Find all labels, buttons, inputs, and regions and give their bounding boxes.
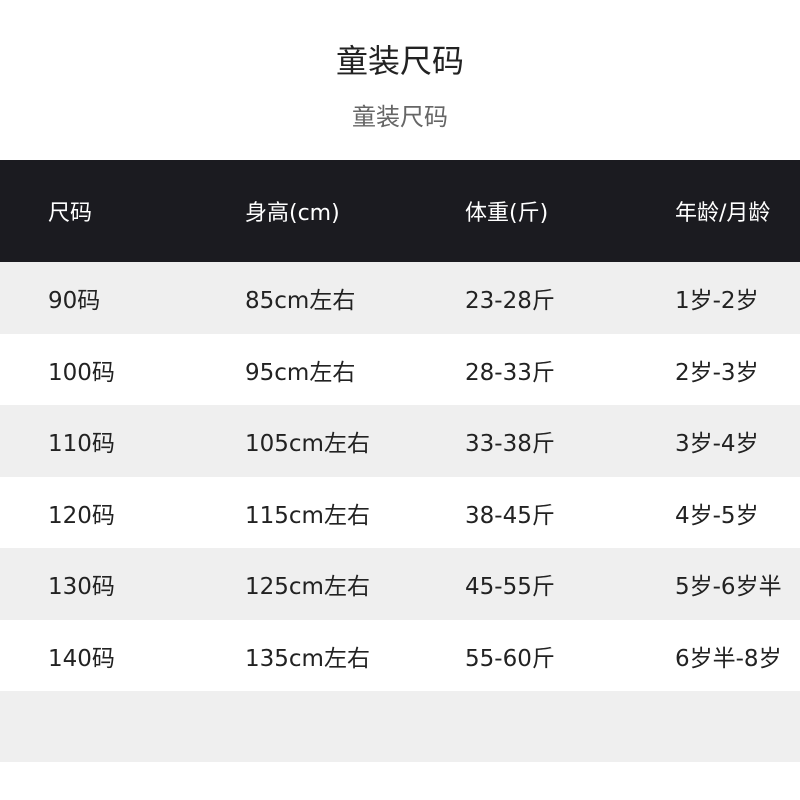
- cell-height: 115cm左右: [245, 502, 370, 529]
- cell-size: 100码: [48, 359, 115, 386]
- header-height: 身高(cm): [245, 201, 340, 226]
- cell-height: 125cm左右: [245, 574, 370, 600]
- cell-size: 130码: [48, 574, 115, 600]
- cell-age: 4岁-5岁: [675, 502, 759, 529]
- cell-weight: 38-45斤: [465, 502, 555, 529]
- cell-age: 2岁-3岁: [675, 359, 759, 386]
- cell-height: 95cm左右: [245, 359, 356, 386]
- page-subtitle: 童装尺码: [352, 103, 448, 131]
- header-size: 尺码: [48, 201, 93, 226]
- cell-size: 90码: [48, 288, 101, 314]
- table-row: 100码 95cm左右 28-33斤 2岁-3岁: [0, 334, 800, 406]
- cell-weight: 28-33斤: [465, 359, 555, 386]
- table-row: 140码 135cm左右 55-60斤 6岁半-8岁: [0, 620, 800, 692]
- empty-row: [0, 691, 800, 762]
- page-title: 童装尺码: [335, 42, 464, 80]
- table-row: 130码 125cm左右 45-55斤 5岁-6岁半: [0, 548, 800, 620]
- cell-weight: 33-38斤: [465, 431, 555, 457]
- cell-age: 5岁-6岁半: [675, 574, 782, 600]
- cell-age: 6岁半-8岁: [675, 645, 782, 672]
- cell-weight: 23-28斤: [465, 288, 555, 314]
- cell-height: 135cm左右: [245, 645, 370, 672]
- header-age: 年龄/月龄: [675, 201, 771, 226]
- cell-size: 120码: [48, 502, 115, 529]
- cell-age: 3岁-4岁: [675, 431, 759, 457]
- table-row: 110码 105cm左右 33-38斤 3岁-4岁: [0, 405, 800, 477]
- cell-weight: 45-55斤: [465, 574, 555, 600]
- cell-age: 1岁-2岁: [675, 288, 759, 314]
- header-weight: 体重(斤): [465, 201, 549, 226]
- table-header: 尺码 身高(cm) 体重(斤) 年龄/月龄: [0, 160, 800, 262]
- table-row: 120码 115cm左右 38-45斤 4岁-5岁: [0, 477, 800, 549]
- table-row: 90码 85cm左右 23-28斤 1岁-2岁: [0, 262, 800, 334]
- cell-weight: 55-60斤: [465, 645, 555, 672]
- cell-height: 85cm左右: [245, 288, 356, 314]
- cell-size: 110码: [48, 431, 115, 457]
- cell-size: 140码: [48, 645, 115, 672]
- cell-height: 105cm左右: [245, 431, 370, 457]
